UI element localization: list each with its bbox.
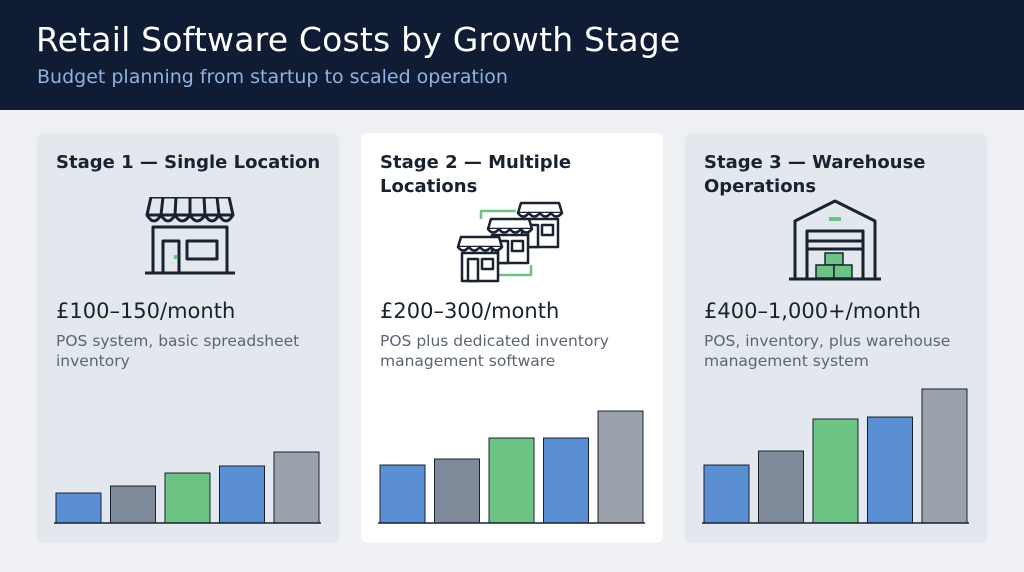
cost-bar-3 [488,437,535,524]
cost-bar-3 [812,418,859,524]
cost-bar-1 [379,464,426,524]
stage-title: Stage 1 — Single Location [56,152,321,173]
cost-bar-4 [867,416,913,524]
stage-title: Stage 2 — Multiple Locations [380,152,572,197]
cost-bar-4 [219,465,265,524]
cost-bar-2 [434,458,480,524]
cost-bar-5 [921,388,968,524]
cost-bar-3 [164,472,211,524]
stage-card-2: Stage 2 — Multiple Locations £200–300/mo… [361,133,663,543]
stage-description: POS system, basic spreadsheet inventory [56,332,300,370]
stage-card-3: Stage 3 — Warehouse Operations £400–1,00… [685,133,987,543]
page-subtitle: Budget planning from startup to scaled o… [37,66,508,88]
stage-cost-bars [54,451,321,524]
stage-cost-bars [378,410,645,524]
cost-bar-5 [273,451,320,524]
stage-cost-bars [702,388,969,524]
stage-price: £400–1,000+/month [704,299,921,323]
cost-bar-2 [110,485,156,524]
stage-description: POS, inventory, plus warehouse managemen… [704,332,951,370]
stage-title: Stage 3 — Warehouse Operations [704,152,926,197]
cost-bar-5 [597,410,644,524]
cost-bar-1 [55,492,102,524]
storefront-icon [145,197,235,275]
cost-bar-4 [543,437,589,524]
page-title: Retail Software Costs by Growth Stage [36,20,681,59]
stage-card-1: Stage 1 — Single Location £100–150/month… [37,133,339,543]
warehouse-icon [789,199,881,281]
cost-bar-1 [703,464,750,524]
stage-description: POS plus dedicated inventory management … [380,332,609,370]
stage-price: £100–150/month [56,299,236,323]
multiple-stores-icon [456,201,564,283]
cost-bar-2 [758,450,804,524]
header-banner: Retail Software Costs by Growth Stage Bu… [0,0,1024,110]
stage-price: £200–300/month [380,299,560,323]
